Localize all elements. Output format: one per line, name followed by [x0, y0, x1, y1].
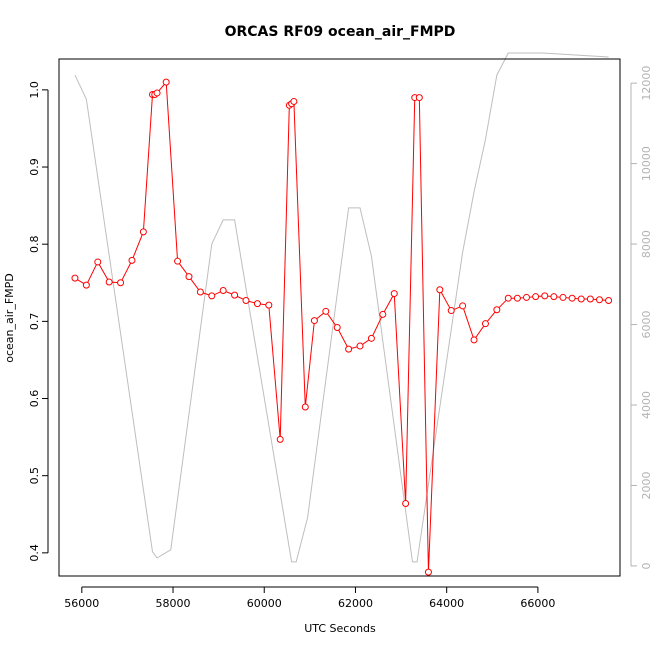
data-point [605, 297, 613, 305]
data-point [470, 336, 478, 344]
y2-tick-label: 2000 [640, 471, 650, 499]
data-point [367, 334, 375, 342]
y-axis-label: ocean_air_FMPD [3, 273, 16, 363]
data-point [436, 286, 444, 294]
y2-tick-label: 0 [640, 562, 650, 569]
data-point [139, 228, 147, 236]
y-tick-label: 0.6 [28, 390, 41, 408]
data-point [231, 291, 239, 299]
data-point [208, 292, 216, 300]
data-point [333, 324, 341, 332]
x-axis-label: UTC Seconds [304, 622, 376, 635]
data-point [242, 297, 250, 305]
data-point [504, 294, 512, 302]
data-point [174, 257, 182, 265]
data-point [290, 97, 298, 105]
data-point [253, 300, 261, 308]
data-point [568, 294, 576, 302]
data-point [595, 296, 603, 304]
data-point [424, 568, 432, 576]
data-point [513, 294, 521, 302]
y-tick-label: 0.4 [28, 544, 41, 562]
series-layer [71, 52, 613, 576]
data-point [481, 320, 489, 328]
axes-layer: 56000 58000 60000 62000 64000 660000.40.50.60… [28, 66, 650, 610]
data-point [71, 274, 79, 282]
series-line-right-axis [74, 52, 609, 563]
x-tick-label: 56000 [64, 597, 99, 610]
data-point [459, 302, 467, 310]
x-tick-label: 64000 [429, 597, 464, 610]
data-point [559, 293, 567, 301]
chart-title: ORCAS RF09 ocean_air_FMPD [225, 24, 456, 40]
data-point [550, 293, 558, 301]
data-point [523, 293, 530, 301]
y2-tick-label: 12000 [640, 66, 650, 101]
data-point [541, 292, 549, 300]
x-tick-label: 66000 [520, 597, 555, 610]
data-point [356, 342, 364, 350]
data-point [310, 317, 318, 325]
data-point [301, 403, 309, 411]
y2-tick-label: 10000 [640, 146, 650, 181]
data-point [322, 307, 330, 315]
data-point [185, 273, 193, 281]
data-point [117, 279, 125, 287]
data-point [345, 345, 353, 353]
y2-tick-label: 4000 [640, 391, 650, 419]
data-point [162, 78, 170, 86]
data-point [219, 286, 227, 294]
y2-tick-label: 8000 [640, 230, 650, 258]
data-point [415, 94, 423, 102]
y2-tick-label: 6000 [640, 311, 650, 339]
data-point [493, 306, 501, 314]
data-point [379, 310, 387, 318]
y-tick-label: 0.8 [28, 235, 41, 253]
data-point [153, 89, 161, 97]
data-point [447, 307, 455, 315]
data-point [94, 258, 102, 266]
y-tick-label: 0.9 [28, 158, 41, 176]
data-point [128, 256, 136, 264]
data-point [276, 435, 284, 443]
data-point [402, 499, 410, 507]
data-point [577, 295, 585, 303]
data-point [532, 293, 540, 301]
x-tick-label: 62000 [338, 597, 373, 610]
x-tick-label: 58000 [156, 597, 191, 610]
y-tick-label: 0.5 [28, 467, 41, 485]
data-point [105, 278, 113, 286]
y-tick-label: 1.0 [28, 81, 41, 99]
data-point [196, 288, 204, 296]
data-point [82, 281, 90, 289]
x-tick-label: 60000 [247, 597, 282, 610]
plot-frame [58, 58, 621, 577]
data-point [586, 295, 594, 303]
y-tick-label: 0.7 [28, 313, 41, 331]
data-point [390, 290, 398, 298]
data-point [265, 301, 273, 309]
